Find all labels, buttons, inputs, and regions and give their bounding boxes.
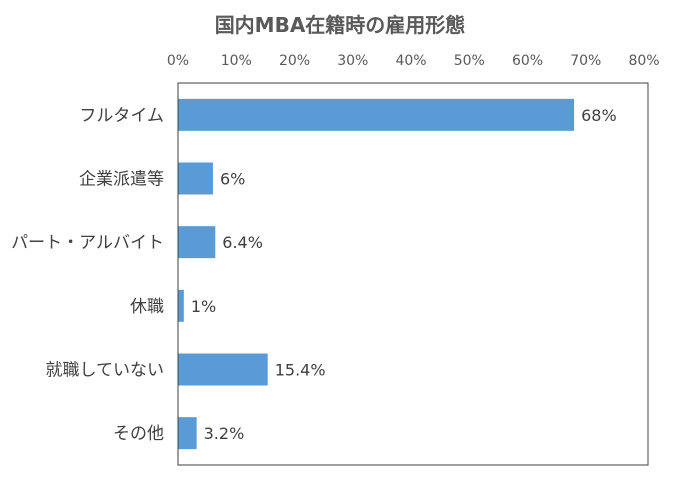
category-label: フルタイム (79, 106, 164, 126)
bar (178, 226, 216, 259)
value-label: 6.4% (222, 233, 263, 252)
category-label: その他 (113, 424, 164, 444)
x-tick-label: 10% (221, 53, 252, 69)
plot-frame (177, 82, 649, 466)
value-label: 6% (220, 170, 245, 189)
value-labels: 68% 6% 6.4% 1% 15.4% 3.2% (191, 106, 617, 443)
value-label: 15.4% (275, 361, 326, 380)
x-tick-label: 40% (395, 53, 426, 69)
x-tick-label: 0% (167, 53, 189, 69)
bar (178, 417, 197, 450)
bar (178, 353, 268, 386)
bars (178, 98, 575, 450)
x-tick-label: 50% (454, 53, 485, 69)
category-label: パート・アルバイト (11, 233, 164, 253)
value-label: 68% (581, 106, 617, 125)
value-label: 3.2% (204, 424, 245, 443)
x-tick-label: 20% (279, 53, 310, 69)
x-tick-label: 70% (570, 53, 601, 69)
x-tick-label: 30% (337, 53, 368, 69)
chart-title: 国内MBA在籍時の雇用形態 (215, 13, 466, 37)
bar (178, 98, 575, 131)
x-axis-ticks: 0% 10% 20% 30% 40% 50% 60% 70% 80% (167, 53, 660, 69)
bar (178, 162, 213, 195)
category-label: 企業派遣等 (79, 170, 164, 190)
bar (178, 289, 184, 322)
category-label: 就職していない (46, 361, 165, 381)
x-tick-label: 60% (512, 53, 543, 69)
x-tick-label: 80% (628, 53, 659, 69)
category-label: 休職 (130, 297, 164, 317)
value-label: 1% (191, 297, 216, 316)
